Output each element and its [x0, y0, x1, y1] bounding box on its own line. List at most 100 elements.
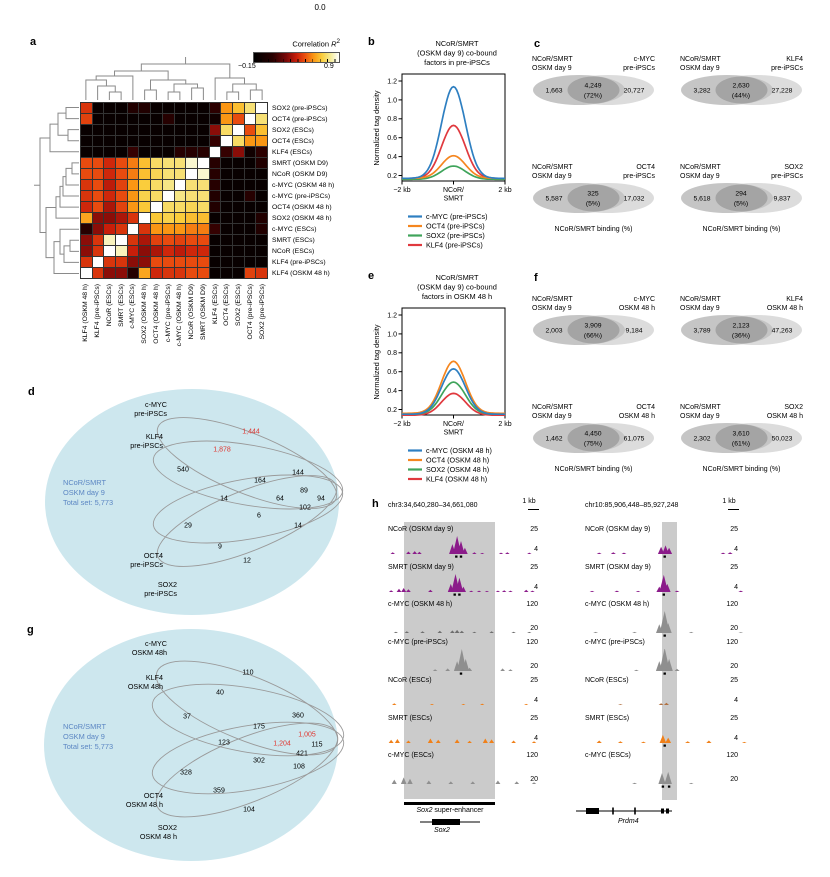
signal-peak	[664, 772, 672, 785]
heatmap-cell	[232, 246, 244, 256]
heatmap-cell	[232, 114, 244, 124]
heatmap-cell	[186, 246, 197, 256]
heatmap-cell	[139, 257, 151, 267]
venn-graphic: 5,587 325 (5%) 17,032	[532, 182, 655, 216]
heatmap-cell	[127, 114, 139, 124]
venn-right-title: SOX2 pre-iPSCs	[771, 164, 803, 180]
heatmap-cell	[232, 213, 244, 223]
heatmap-col-label: KLF4 (ESCs)	[211, 284, 219, 325]
venn-region-count: 9	[218, 543, 222, 551]
signal-peak	[640, 741, 646, 743]
heatmap-cell	[256, 257, 267, 267]
panel-f-label: f	[534, 272, 538, 284]
venn-region-count: 64	[276, 495, 284, 503]
heatmap-cell	[116, 202, 127, 212]
track-scale-max: 120	[726, 639, 738, 647]
venn-right-count: 17,032	[623, 195, 645, 203]
svg-text:0.8: 0.8	[387, 116, 397, 123]
signal-peak	[720, 552, 726, 554]
pairwise-venn: NCoR/SMRT OSKM day 9 c-MYC OSKM 48 h 2,003 3,…	[532, 296, 655, 348]
venn-right-count: 61,075	[623, 435, 645, 443]
heatmap-cell	[197, 191, 209, 201]
track-name: c-MYC (ESCs)	[388, 752, 434, 760]
svg-text:0.6: 0.6	[387, 369, 397, 376]
signal-peak	[454, 630, 460, 634]
heatmap-cell	[256, 158, 267, 168]
heatmap-cell	[232, 202, 244, 212]
venn-region-count: 1,204	[273, 740, 291, 748]
heatmap-cell	[209, 224, 221, 234]
signal-peak	[618, 703, 623, 705]
heatmap-cell	[221, 180, 232, 190]
heatmap-cell	[104, 125, 116, 135]
pairwise-venn: NCoR/SMRT OSKM day 9 OCT4 pre-iPSCs 5,587 325…	[532, 164, 655, 216]
venn-region-count: 144	[292, 469, 304, 477]
heatmap-cell	[151, 180, 162, 190]
venn-overlap-count: 4,249	[584, 82, 602, 90]
heatmap-cell	[232, 235, 244, 245]
svg-text:1.0: 1.0	[387, 97, 397, 104]
heatmap-cell	[81, 268, 92, 278]
track-name: c-MYC (pre-iPSCs)	[388, 639, 448, 647]
heatmap-cell	[221, 136, 232, 146]
track-scale-max: 120	[526, 639, 538, 647]
signal-peak	[664, 623, 672, 634]
heatmap-cell	[104, 158, 116, 168]
track-scale-min: 4	[534, 734, 538, 742]
heatmap-cell	[139, 169, 151, 179]
signal-peak	[511, 632, 516, 634]
heatmap-cell	[139, 125, 151, 135]
heatmap-cell	[174, 202, 186, 212]
heatmap-col-label: c-MYC (pre-iPSCs)	[164, 284, 172, 343]
track-scale-min: 4	[734, 546, 738, 553]
signal-peak	[523, 589, 529, 592]
signal-peak	[530, 590, 535, 592]
heatmap-cell	[127, 213, 139, 223]
track-scale-max: 25	[730, 714, 738, 722]
heatmap-cell	[162, 136, 174, 146]
track-scale-min: 4	[734, 734, 738, 742]
heatmap-cell	[232, 147, 244, 157]
heatmap-row-label: OCT4 (pre-iPSCs)	[272, 115, 328, 123]
heatmap-col-label: KLF4 (OSKM 48 h)	[82, 284, 90, 342]
heatmap-row-label: c-MYC (ESCs)	[272, 226, 317, 234]
scalebar-label: 1 kb	[722, 498, 736, 505]
scalebar	[728, 509, 739, 511]
heatmap-cell	[127, 147, 139, 157]
heatmap-cell	[92, 268, 104, 278]
signal-peak	[666, 547, 673, 554]
pairwise-venn: NCoR/SMRT OSKM day 9 KLF4 pre-iPSCs 3,282 2,6…	[680, 56, 803, 108]
panel-g-label: g	[27, 624, 34, 636]
heatmap-cell	[116, 257, 127, 267]
heatmap-row-label: SOX2 (pre-iPSCs)	[272, 104, 328, 112]
venn-overlap-pct: (36%)	[731, 332, 751, 340]
venn-region-count: 1,878	[213, 446, 231, 454]
heatmap-cell	[162, 180, 174, 190]
heatmap-row-label: KLF4 (OSKM 48 h)	[272, 270, 330, 278]
heatmap-cell	[151, 191, 162, 201]
venn-region-count: 102	[299, 504, 311, 512]
heatmap-cell	[186, 268, 197, 278]
svg-text:0.6: 0.6	[387, 135, 397, 142]
genome-browser-panel: chr3:34,640,280–34,661,080 1 kb NCoR (OSKM…	[370, 496, 830, 871]
heatmap-cell	[151, 224, 162, 234]
heatmap-cell	[256, 191, 267, 201]
legend-entry: KLF4 (OSKM 48 h)	[426, 475, 487, 484]
venn-region-count: 29	[184, 522, 192, 530]
peak-call-dot	[661, 785, 665, 788]
venn-region-count: 89	[300, 487, 308, 495]
track-signal	[388, 649, 545, 681]
heatmap-cell	[139, 246, 151, 256]
heatmap-col-label: SMRT (OSKM D9)	[199, 284, 207, 341]
legend-entry: c-MYC (OSKM 48 h)	[426, 446, 492, 455]
heatmap-cell	[81, 169, 92, 179]
venn-region-count: 421	[296, 750, 308, 758]
venn-right-count: 47,263	[771, 327, 793, 335]
heatmap-cell	[81, 246, 92, 256]
peak-call-dot	[662, 593, 665, 596]
heatmap-cell	[104, 136, 116, 146]
heatmap-cell	[209, 257, 221, 267]
heatmap-cell	[186, 213, 197, 223]
set-total-label: NCoR/SMRT OSKM day 9 Total set: 5,773	[63, 478, 114, 507]
